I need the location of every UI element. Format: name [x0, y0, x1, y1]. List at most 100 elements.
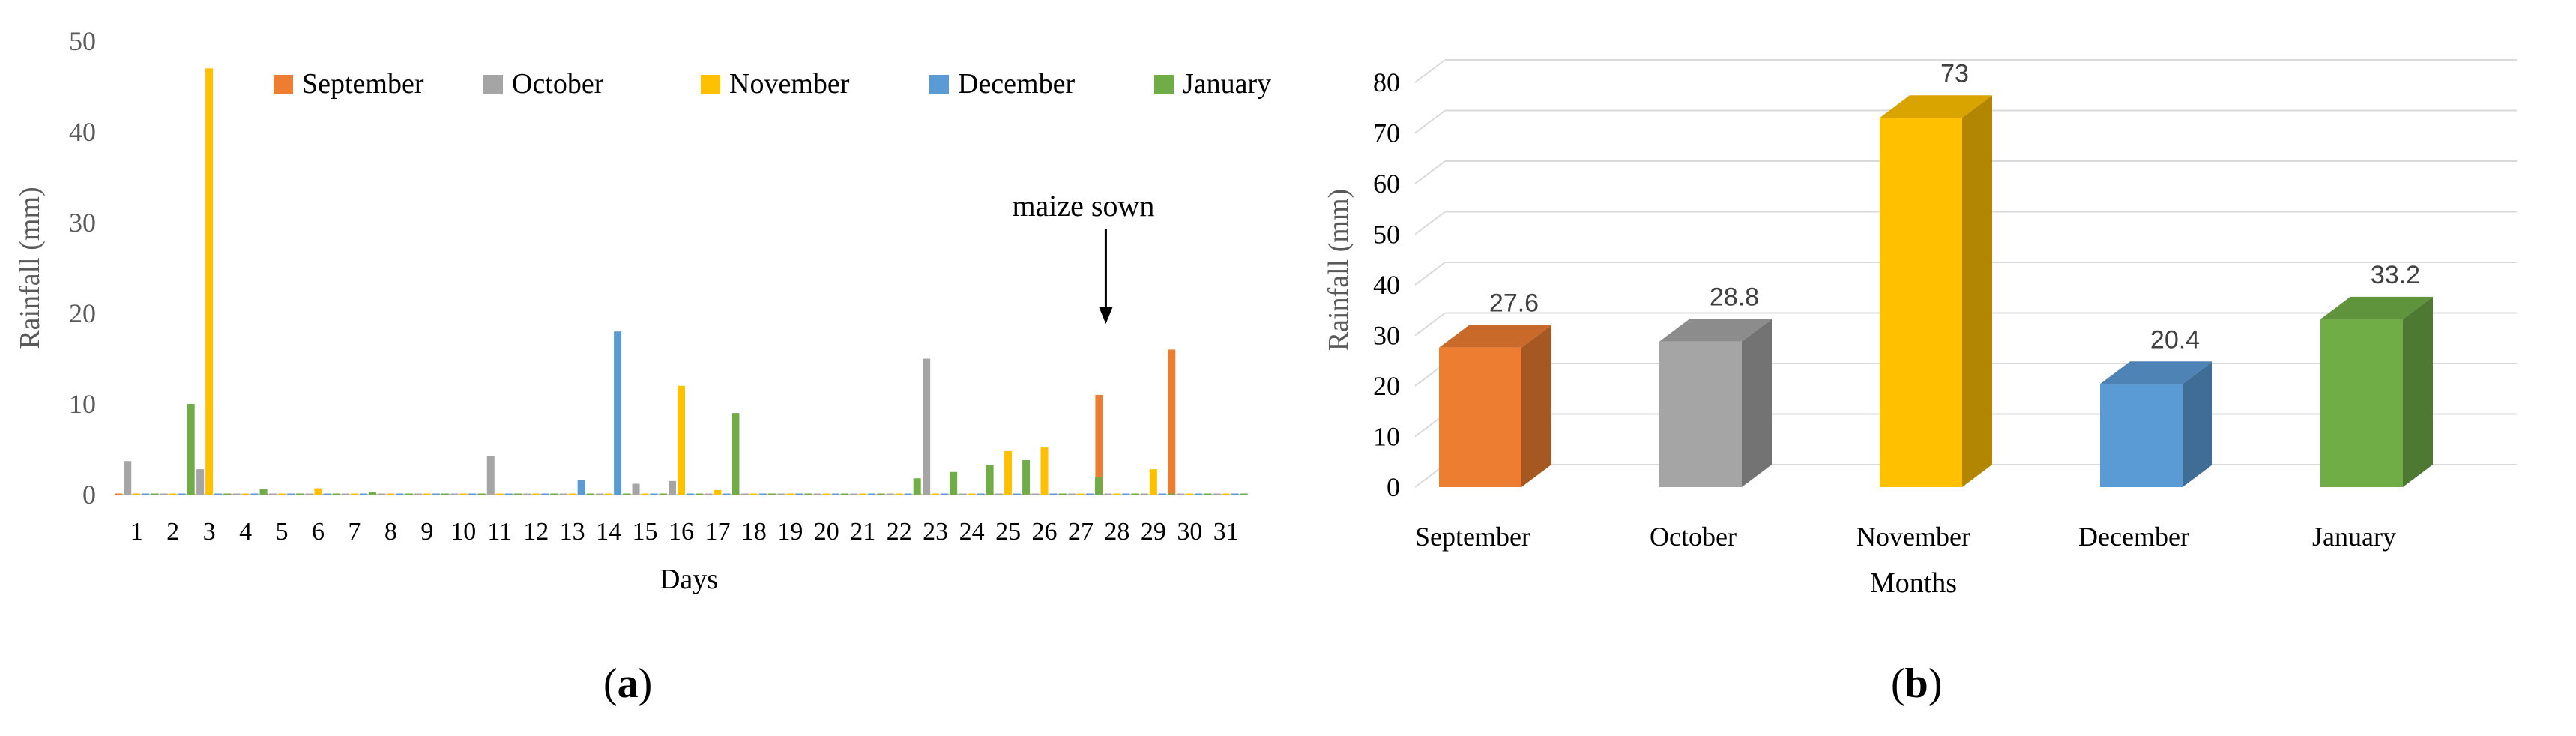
bar-october-day-25	[995, 493, 1004, 495]
bar-november-day-19	[786, 493, 794, 495]
gridline-slant-b	[1414, 262, 1446, 286]
bar-december-day-23	[941, 493, 949, 495]
bar-january-day-9	[441, 493, 449, 495]
caption-a: (a)	[603, 660, 653, 707]
y-tick-label-b: 40	[1373, 270, 1400, 300]
bar-october-day-27	[1067, 493, 1076, 495]
x-tick-label-a: 3	[203, 518, 216, 546]
bar-october-day-3	[196, 469, 205, 495]
bar-november-day-20	[822, 493, 830, 495]
bar-december-day-13	[577, 480, 585, 495]
gridline-slant-b	[1414, 160, 1446, 184]
y-tick-label-b: 0	[1387, 472, 1400, 502]
y-tick-label-b: 50	[1373, 220, 1400, 250]
x-tick-label-a: 4	[239, 518, 252, 546]
bar-october-day-28	[1104, 493, 1112, 495]
bar-january-day-6	[332, 493, 340, 495]
gridline-slant-b	[1414, 312, 1446, 337]
bar-top-january	[2320, 296, 2433, 319]
y-tick-label-a: 0	[82, 480, 96, 510]
bar-october-day-29	[1140, 493, 1148, 495]
bar-october-day-5	[269, 493, 277, 495]
bar-january-day-19	[804, 493, 812, 495]
bar-november-day-11	[495, 493, 504, 495]
bar-october	[1659, 341, 1742, 487]
bar-september	[1439, 347, 1521, 487]
y-tick-label-a: 20	[69, 298, 96, 328]
chart-b: 0 10 20 30 40 50 60 70 80 Rainfall (mm) 27.6 Septem…	[1323, 59, 2517, 599]
bar-january-day-18	[767, 493, 776, 495]
bar-december-day-18	[758, 493, 767, 495]
bar-top-october	[1659, 319, 1772, 342]
legend-swatch-january	[1154, 75, 1174, 94]
x-tick-label-a: 2	[166, 518, 179, 546]
bar-january-day-16	[696, 493, 703, 495]
data-label-january: 33.2	[2371, 261, 2420, 289]
data-label-december: 20.4	[2150, 325, 2200, 354]
x-tick-label-a: 23	[923, 518, 948, 546]
legend-label-december: December	[958, 68, 1075, 100]
bar-january-day-11	[513, 493, 522, 495]
bar-october-day-21	[850, 493, 858, 495]
bar-december-day-4	[250, 493, 259, 495]
bar-october-day-22	[886, 493, 894, 495]
bar-october-day-18	[740, 493, 749, 495]
y-tick-label-a: 40	[69, 117, 96, 147]
gridline-slant-b	[1414, 59, 1446, 83]
bar-october-day-24	[959, 493, 967, 495]
bar-january-day-29	[1167, 493, 1175, 495]
bar-september-day-28	[1095, 394, 1103, 495]
legend-swatch-december	[929, 75, 949, 94]
bar-october-day-12	[523, 493, 531, 495]
bar-november-day-18	[749, 493, 758, 495]
x-tick-label-november: November	[1856, 522, 1970, 552]
annotation-arrow-head	[1099, 307, 1113, 324]
bar-december-day-27	[1085, 493, 1094, 495]
y-tick-label-b: 20	[1373, 371, 1400, 401]
bar-december-day-28	[1122, 493, 1130, 495]
bar-january-day-25	[1022, 460, 1031, 495]
bar-january-day-1	[151, 493, 159, 495]
x-tick-label-a: 9	[420, 518, 433, 546]
bar-december-day-16	[687, 493, 694, 495]
bar-october-day-17	[705, 493, 713, 495]
bar-november-day-8	[387, 493, 395, 495]
x-tick-label-a: 15	[633, 518, 658, 546]
x-tick-label-a: 13	[560, 518, 585, 546]
x-tick-label-a: 18	[741, 518, 767, 546]
bar-november-day-29	[1149, 469, 1157, 495]
bar-december-day-10	[468, 493, 477, 495]
bar-november-day-14	[605, 493, 613, 495]
bar-november-day-21	[859, 493, 867, 495]
bar-november-day-25	[1004, 450, 1013, 495]
y-tick-label-a: 10	[69, 389, 96, 419]
bar-october-day-31	[1213, 493, 1221, 495]
bar-january-day-27	[1094, 477, 1103, 495]
bar-november-day-15	[641, 493, 649, 495]
bar-side-october	[1742, 319, 1772, 487]
bar-october-day-9	[414, 493, 422, 495]
chart-a-panel: 0 10 20 30 40 50 1 2 3 4 5 6 7 8 9 10 11 12 13 14 15 16 17 18 19…	[14, 26, 1271, 707]
bar-january-day-5	[296, 493, 304, 495]
bar-january-day-22	[913, 478, 921, 495]
x-axis-title-b: Months	[1870, 567, 1957, 599]
legend-label-october: October	[512, 68, 604, 100]
bar-november-day-17	[714, 489, 722, 495]
bar-november-day-9	[423, 493, 431, 495]
bar-october-day-6	[305, 493, 313, 495]
bar-side-december	[2183, 361, 2212, 487]
bar-september-day-1	[115, 493, 123, 495]
bar-november-day-10	[459, 493, 468, 495]
caption-a-label: a	[617, 660, 639, 707]
bar-october-day-26	[1031, 493, 1040, 495]
x-tick-label-a: 10	[450, 518, 476, 546]
bar-november-day-16	[678, 385, 685, 495]
bar-october-day-4	[232, 493, 241, 495]
bar-january-day-10	[477, 493, 486, 495]
bar-november-day-1	[133, 493, 141, 495]
bar-december-day-30	[1195, 493, 1203, 495]
bar-november-day-12	[532, 493, 540, 495]
bar-january-day-7	[368, 492, 376, 495]
gridline-slant-b	[1414, 211, 1446, 235]
